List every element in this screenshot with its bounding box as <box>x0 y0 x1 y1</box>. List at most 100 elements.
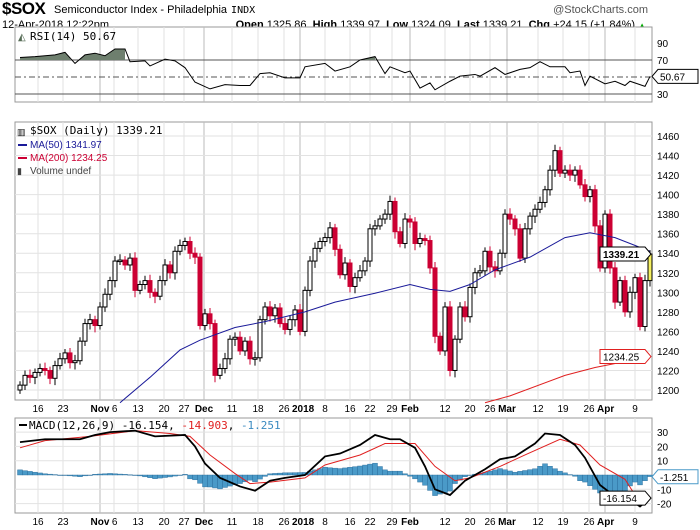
macd-histogram-bar <box>262 474 268 477</box>
macd-histogram-bar <box>192 474 198 481</box>
macd-histogram-bar <box>92 474 98 476</box>
candle-body <box>52 365 58 379</box>
macd-histogram-bar <box>252 474 258 482</box>
rsi-icon: ◭ <box>18 32 26 43</box>
candle-body <box>567 169 573 176</box>
candle-body <box>267 306 273 317</box>
price-x-label: Dec <box>195 404 214 415</box>
macd-histogram-bar <box>412 474 418 480</box>
price-tick-label: 1280 <box>657 308 680 319</box>
candle-body <box>647 253 653 282</box>
macd-histogram-bar <box>152 474 158 479</box>
candle-body <box>407 218 413 223</box>
macd-x-label: 26 <box>583 517 595 528</box>
rsi-legend: RSI(14) 50.67 <box>30 30 116 43</box>
price-x-label: Apr <box>597 404 614 415</box>
candle-body <box>602 213 608 269</box>
candle-body <box>382 213 388 220</box>
candle-body <box>252 357 258 360</box>
exchange-label: INDX <box>231 5 256 16</box>
macd-histogram-bar <box>507 470 513 476</box>
price-x-label: 18 <box>252 404 264 415</box>
candle-body <box>317 241 323 249</box>
candle-body <box>277 307 283 325</box>
candle-body <box>237 336 243 352</box>
candle-body <box>97 306 103 327</box>
macd-histogram-bar <box>407 474 413 477</box>
index-name: Semiconductor Index - Philadelphia <box>54 4 228 16</box>
price-tick-label: 1260 <box>657 327 680 338</box>
macd-x-label: 19 <box>557 517 569 528</box>
macd-hist-tag: -1.251 <box>660 473 689 484</box>
macd-x-label: 13 <box>132 517 144 528</box>
candle-body <box>92 319 98 327</box>
candle-body <box>62 352 68 360</box>
macd-histogram-bar <box>587 474 593 486</box>
ma200-tag-box <box>599 349 652 365</box>
price-x-label: 27 <box>178 404 190 415</box>
macd-histogram-bar <box>117 473 123 476</box>
macd-histogram-bar <box>642 474 648 481</box>
candle-body <box>307 260 313 291</box>
macd-histogram-bar <box>512 471 518 476</box>
price-last-tag-box <box>599 246 652 262</box>
macd-histogram-bar <box>107 473 113 476</box>
macd-histogram-bar <box>207 474 213 488</box>
candle-body <box>532 208 538 217</box>
candle-body <box>462 306 468 318</box>
macd-histogram-bar <box>292 472 298 476</box>
rsi-line <box>19 48 651 91</box>
candle-body <box>182 241 188 246</box>
candle-body <box>587 189 593 198</box>
price-tick-label: 1340 <box>657 249 680 260</box>
macd-x-label: 12 <box>439 517 451 528</box>
candle-body <box>352 277 358 287</box>
macd-x-label: 26 <box>278 517 290 528</box>
macd-histogram-bar <box>27 471 33 476</box>
price-tick-label: 1240 <box>657 347 680 358</box>
candle-body <box>177 244 183 252</box>
price-x-label: 23 <box>57 404 69 415</box>
candle-body <box>227 338 233 360</box>
rsi-tick-label: 30 <box>657 90 669 101</box>
price-tick-label: 1220 <box>657 366 680 377</box>
candle-body <box>392 200 398 233</box>
macd-histogram-bar <box>137 474 143 477</box>
macd-hist-value: -1.251 <box>241 419 281 432</box>
macd-x-label: 2018 <box>292 517 315 528</box>
price-last-tag: 1339.21 <box>603 250 640 261</box>
candle-icon: ▥ <box>17 127 26 137</box>
candle-body <box>187 241 193 254</box>
price-tick-label: 1440 <box>657 152 680 163</box>
candle-body <box>477 270 483 274</box>
candle-body <box>642 280 648 328</box>
rsi-overbought-fill <box>20 48 375 60</box>
macd-histogram-bar <box>122 474 128 476</box>
macd-histogram-bar <box>582 474 588 483</box>
macd-x-label: 8 <box>322 517 328 528</box>
candle-body <box>257 319 263 359</box>
macd-legend-value: -16.154 <box>122 419 169 432</box>
macd-histogram-bar <box>422 474 428 486</box>
candle-body <box>372 225 378 230</box>
macd-x-label: Apr <box>597 517 614 528</box>
candle-body <box>347 262 353 287</box>
macd-histogram-bar <box>502 469 508 476</box>
macd-histogram-bar <box>77 474 83 477</box>
macd-histogram-bar <box>162 474 168 478</box>
candle-body <box>127 257 133 266</box>
macd-x-label: 6 <box>112 517 118 528</box>
macd-histogram-bar <box>17 469 23 476</box>
price-x-label: 12 <box>439 404 451 415</box>
candle-body <box>582 184 588 198</box>
up-arrow-icon: ▲ <box>638 21 646 30</box>
macd-histogram-bar <box>517 471 523 476</box>
candle-body <box>242 340 248 352</box>
candle-body <box>232 336 238 340</box>
candle-body <box>192 252 198 258</box>
brand-label: @StockCharts.com <box>553 4 648 16</box>
macd-histogram-bar <box>637 474 643 486</box>
macd-x-label: 12 <box>532 517 544 528</box>
rsi-last-tag: 50.67 <box>660 72 685 83</box>
candle-body <box>542 189 548 203</box>
